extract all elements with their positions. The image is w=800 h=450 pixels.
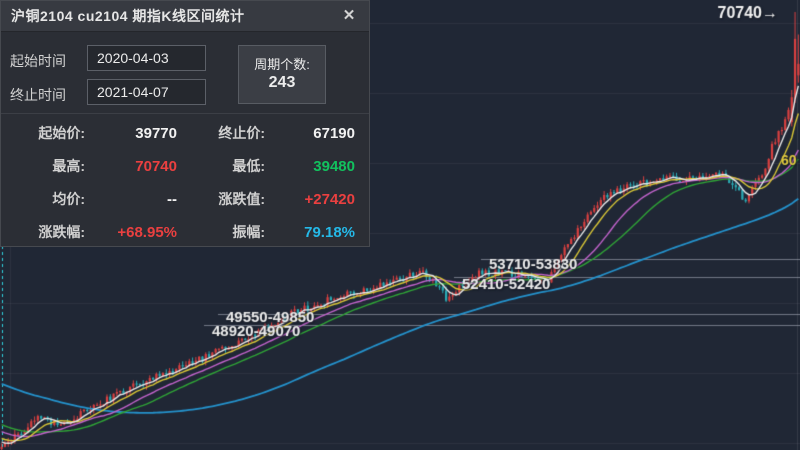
period-count-box: 周期个数: 243 bbox=[238, 45, 326, 104]
stat-value-low: 39480 bbox=[313, 158, 355, 175]
date-range-section: 起始时间 2020-04-03 终止时间 2021-04-07 周期个数: 24… bbox=[1, 32, 369, 114]
end-date-input[interactable]: 2021-04-07 bbox=[87, 79, 206, 105]
stat-label-high: 最高: bbox=[52, 158, 85, 174]
stat-value-change: +27420 bbox=[304, 191, 355, 208]
stat-label-low: 最低: bbox=[232, 158, 265, 174]
start-time-label: 起始时间 bbox=[10, 53, 66, 69]
start-date-input[interactable]: 2020-04-03 bbox=[87, 45, 206, 71]
stat-label-close: 终止价: bbox=[218, 125, 265, 141]
stat-label-open: 起始价: bbox=[38, 125, 85, 141]
panel-titlebar[interactable]: 沪铜2104 cu2104 期指K线区间统计 ✕ bbox=[1, 1, 369, 32]
stat-value-amplitude: 79.18% bbox=[304, 224, 355, 241]
kline-stats-panel: 沪铜2104 cu2104 期指K线区间统计 ✕ 起始时间 2020-04-03… bbox=[0, 0, 370, 247]
close-icon[interactable]: ✕ bbox=[342, 7, 356, 24]
stats-grid: 起始价: 39770 终止价: 67190 最高: 70740 最低: 3948… bbox=[1, 114, 369, 249]
period-count-value: 243 bbox=[268, 74, 296, 91]
stat-value-avg: -- bbox=[167, 191, 177, 208]
stat-label-changepct: 涨跌幅: bbox=[38, 224, 85, 240]
stat-value-close: 67190 bbox=[313, 125, 355, 142]
stat-value-open: 39770 bbox=[135, 125, 177, 142]
stat-value-changepct: +68.95% bbox=[117, 224, 177, 241]
end-time-label: 终止时间 bbox=[10, 87, 66, 103]
panel-title: 沪铜2104 cu2104 期指K线区间统计 bbox=[11, 8, 245, 24]
period-count-label: 周期个数: bbox=[254, 57, 310, 72]
stat-label-avg: 均价: bbox=[52, 191, 85, 207]
stat-value-high: 70740 bbox=[135, 158, 177, 175]
stat-label-amplitude: 振幅: bbox=[232, 224, 265, 240]
stat-label-change: 涨跌值: bbox=[218, 191, 265, 207]
